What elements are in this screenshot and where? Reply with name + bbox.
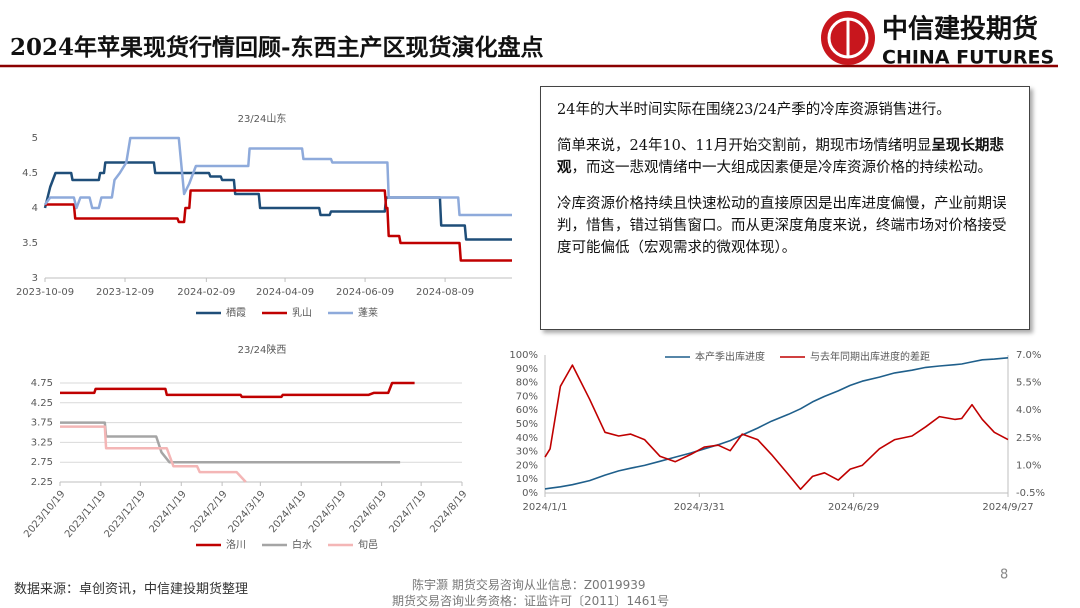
y-tick-label: 3.5: [22, 238, 38, 249]
series-line: [60, 381, 415, 399]
chart-title: 23/24山东: [238, 112, 287, 125]
y-tick-label: 4: [32, 203, 38, 214]
x-tick-label: 2024-06-09: [336, 287, 394, 298]
y-tick-label: 70%: [516, 391, 538, 402]
y-tick-label: 80%: [516, 378, 538, 389]
x-tick-label: 2024/1/1: [523, 502, 568, 513]
chart-title: 23/24陕西: [238, 343, 287, 356]
x-tick-label: 2024/1/19: [147, 489, 188, 535]
license-note: 期货交易咨询业务资格：证监许可〔2011〕1461号: [392, 594, 670, 608]
text-run: 24年的大半时间实际在围绕23/24产季的冷库资源销售进行。: [557, 102, 951, 118]
legend-label: 乳山: [292, 306, 312, 319]
series-line: [43, 161, 512, 241]
paragraph: 24年的大半时间实际在围绕23/24产季的冷库资源销售进行。: [557, 99, 1013, 121]
x-tick-label: 2024/6/29: [828, 502, 879, 513]
y2-tick-label: 2.5%: [1016, 433, 1041, 444]
y2-tick-label: 7.0%: [1016, 350, 1041, 361]
x-tick-label: 2024/5/19: [307, 489, 348, 535]
x-tick-label: 2024/9/27: [982, 502, 1033, 513]
y-tick-label: 0%: [522, 488, 538, 499]
y-tick-label: 5: [32, 133, 38, 144]
x-tick-label: 2024/4/19: [267, 489, 308, 535]
y-tick-label: 20%: [516, 460, 538, 471]
y-tick-label: 3.25: [31, 437, 53, 448]
x-tick-label: 2023/12/19: [103, 489, 148, 540]
y2-tick-label: 4.0%: [1016, 405, 1041, 416]
y-tick-label: 4.5: [22, 168, 38, 179]
x-tick-label: 2024-02-09: [177, 287, 235, 298]
y2-tick-label: 5.5%: [1016, 378, 1041, 389]
legend-label: 洛川: [226, 538, 246, 551]
text-box: 24年的大半时间实际在围绕23/24产季的冷库资源销售进行。 简单来说，24年10…: [540, 86, 1030, 330]
series-line: [60, 425, 247, 483]
x-tick-label: 2024-04-09: [256, 287, 314, 298]
legend-label: 蓬莱: [358, 307, 378, 319]
text-run: 简单来说，24年10、11月开始交割前，期现市场情绪明显: [557, 138, 932, 154]
source-note: 数据来源：卓创资讯，中信建投期货整理: [14, 582, 249, 597]
y-tick-label: 4.25: [31, 398, 53, 409]
text-run: 呈现长期悲观: [557, 137, 1004, 176]
paragraph: 简单来说，24年10、11月开始交割前，期现市场情绪明显呈现长期悲观，而这一悲观…: [557, 135, 1013, 179]
y-tick-label: 3: [32, 273, 38, 284]
x-tick-label: 2024/3/31: [674, 502, 725, 513]
legend-label: 与去年同期出库进度的差距: [810, 350, 930, 363]
y-tick-label: 40%: [516, 433, 538, 444]
y-tick-label: 60%: [516, 405, 538, 416]
series-line: [43, 136, 512, 217]
y2-tick-label: 1.0%: [1016, 460, 1041, 471]
y-tick-label: 50%: [516, 419, 538, 430]
y-tick-label: 3.75: [31, 418, 53, 429]
series-line: [45, 189, 512, 262]
x-tick-label: 2023/11/19: [63, 489, 108, 540]
page-number: 8: [1000, 568, 1008, 583]
x-tick-label: 2023-12-09: [96, 287, 154, 298]
y-tick-label: 4.75: [31, 378, 53, 389]
y-tick-label: 2.25: [31, 477, 53, 488]
legend-label: 旬邑: [358, 538, 378, 551]
paragraph: 冷库资源价格持续且快速松动的直接原因是出库进度偏慢，产业前期误判，惜售，错过销售…: [557, 193, 1013, 259]
x-tick-label: 2023-10-09: [16, 287, 74, 298]
logo-en: CHINA FUTURES: [882, 47, 1054, 69]
series-line: [544, 357, 1009, 490]
x-tick-label: 2024/7/19: [387, 489, 428, 535]
series-line: [544, 364, 1009, 491]
text-run: 冷库资源价格持续且快速松动的直接原因是出库进度偏慢，产业前期误判，惜售，错过销售…: [557, 196, 1007, 256]
legend-label: 本产季出库进度: [695, 350, 765, 363]
x-tick-label: 2024-08-09: [416, 287, 474, 298]
slide-title: 2024年苹果现货行情回顾-东西主产区现货演化盘点: [10, 34, 544, 61]
x-tick-label: 2024/6/19: [348, 489, 389, 535]
x-tick-label: 2024/3/19: [227, 489, 268, 535]
x-tick-label: 2024/2/19: [188, 489, 229, 535]
y-tick-label: 2.75: [31, 457, 53, 468]
y-tick-label: 100%: [509, 350, 538, 361]
y-tick-label: 10%: [516, 474, 538, 485]
y-tick-label: 30%: [516, 447, 538, 458]
legend-label: 栖霞: [226, 306, 246, 319]
legend-label: 白水: [292, 538, 312, 551]
x-tick-label: 2023/10/19: [22, 489, 67, 540]
y2-tick-label: -0.5%: [1016, 488, 1045, 499]
x-tick-label: 2024/8/19: [428, 489, 469, 535]
logo-cn: 中信建投期货: [882, 14, 1038, 45]
y-tick-label: 90%: [516, 364, 538, 375]
author-note: 陈宇灏 期货交易咨询从业信息：Z0019939: [412, 578, 646, 592]
text-run: ，而这一悲观情绪中一大组成因素便是冷库资源价格的持续松动。: [571, 160, 993, 176]
series-line: [60, 421, 401, 464]
